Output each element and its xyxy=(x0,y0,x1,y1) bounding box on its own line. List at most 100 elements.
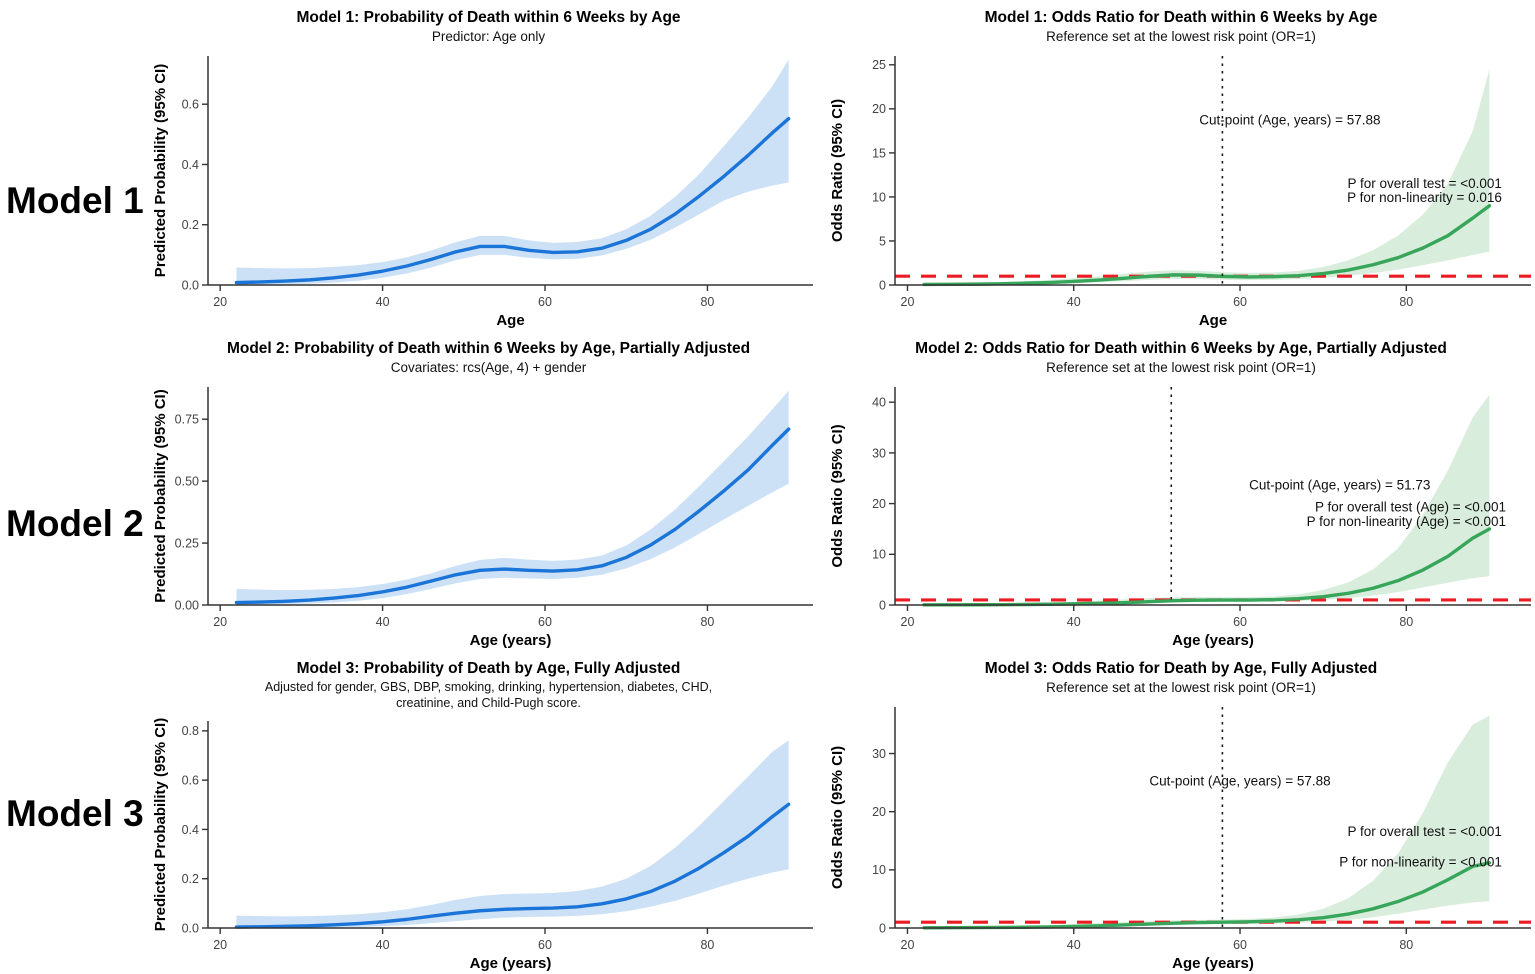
svg-text:15: 15 xyxy=(872,146,886,160)
svg-text:0.4: 0.4 xyxy=(182,158,199,172)
svg-text:Predicted Probability (95% CI): Predicted Probability (95% CI) xyxy=(152,718,169,931)
svg-text:0.0: 0.0 xyxy=(182,278,199,292)
svg-text:P for overall test = <0.001: P for overall test = <0.001 xyxy=(1348,824,1502,839)
chart-model1-probability: Model 1: Probability of Death within 6 W… xyxy=(150,0,827,331)
svg-text:80: 80 xyxy=(700,615,714,629)
svg-text:60: 60 xyxy=(538,295,552,309)
svg-text:0.2: 0.2 xyxy=(182,872,199,886)
svg-text:0.25: 0.25 xyxy=(175,536,199,550)
svg-text:40: 40 xyxy=(1067,938,1081,952)
svg-text:60: 60 xyxy=(538,615,552,629)
svg-text:Odds Ratio (95% CI): Odds Ratio (95% CI) xyxy=(829,746,846,889)
plot-model2-probability: 20 40 60 80 0.00 0.25 0.50 0.75 Age (years) Predi… xyxy=(152,387,813,649)
svg-text:Age (years): Age (years) xyxy=(470,955,552,972)
svg-text:Age (years): Age (years) xyxy=(1172,632,1254,649)
svg-text:60: 60 xyxy=(538,938,552,952)
svg-text:10: 10 xyxy=(872,548,886,562)
chart-model3-odds-ratio: Model 3: Odds Ratio for Death by Age, Fu… xyxy=(827,651,1535,974)
svg-text:Cut-point (Age, years) = 57.88: Cut-point (Age, years) = 57.88 xyxy=(1149,774,1330,789)
svg-text:P for non-linearity = <0.001: P for non-linearity = <0.001 xyxy=(1339,854,1502,869)
svg-text:60: 60 xyxy=(1233,938,1247,952)
svg-text:20: 20 xyxy=(213,295,227,309)
svg-text:20: 20 xyxy=(901,615,915,629)
plot-model3-odds-ratio: 20 40 60 80 0 10 20 30 Age (years) Odds Ratio (95… xyxy=(829,707,1531,972)
svg-text:Age: Age xyxy=(496,312,524,329)
chart-subtitle: Covariates: rcs(Age, 4) + gender xyxy=(390,360,587,375)
svg-text:40: 40 xyxy=(1067,295,1081,309)
svg-text:0.0: 0.0 xyxy=(182,921,199,935)
row-label-model-3: Model 3 xyxy=(0,651,150,974)
svg-text:Predicted Probability (95% CI): Predicted Probability (95% CI) xyxy=(152,389,169,602)
svg-text:0.6: 0.6 xyxy=(182,774,199,788)
svg-text:P for non-linearity (Age) = <0: P for non-linearity (Age) = <0.001 xyxy=(1307,514,1506,529)
plot-area: 20 40 60 80 0 10 20 30 40 Age (years) Odds Ratio (… xyxy=(827,377,1535,651)
svg-text:40: 40 xyxy=(376,295,390,309)
svg-text:0.50: 0.50 xyxy=(175,475,199,489)
chart-title: Model 2: Probability of Death within 6 W… xyxy=(226,340,751,357)
chart-subtitle: Reference set at the lowest risk point (… xyxy=(1046,680,1316,695)
plot-area: 20 40 60 80 0 10 20 30 Age (years) Odds Ratio (95… xyxy=(827,697,1535,974)
svg-text:Odds Ratio (95% CI): Odds Ratio (95% CI) xyxy=(829,99,846,242)
svg-text:5: 5 xyxy=(879,234,886,248)
chart-subtitle-line2: creatinine, and Child-Pugh score. xyxy=(396,696,581,710)
plot-area: 20 40 60 80 0.0 0.2 0.4 0.6 Age Predicted Probabi… xyxy=(150,46,827,331)
plot-area: 20 40 60 80 0.0 0.2 0.4 0.6 0.8 Age (years) Predic… xyxy=(150,711,827,974)
plot-area: 20 40 60 80 0 5 10 15 20 25 Age Odds Ratio (95% CI)… xyxy=(827,46,1535,331)
chart-subtitle: Reference set at the lowest risk point (… xyxy=(1046,29,1316,44)
row-label-text: Model 2 xyxy=(6,503,144,544)
svg-text:80: 80 xyxy=(1399,615,1413,629)
svg-text:60: 60 xyxy=(1233,615,1247,629)
svg-text:Predicted Probability (95% CI): Predicted Probability (95% CI) xyxy=(152,64,169,277)
svg-text:0: 0 xyxy=(879,921,886,935)
svg-text:40: 40 xyxy=(872,396,886,410)
chart-title: Model 3: Odds Ratio for Death by Age, Fu… xyxy=(984,660,1378,677)
row-label-text: Model 1 xyxy=(6,180,144,221)
svg-text:Age (years): Age (years) xyxy=(470,632,552,649)
svg-text:0.2: 0.2 xyxy=(182,218,199,232)
svg-text:P for non-linearity = 0.016: P for non-linearity = 0.016 xyxy=(1347,190,1502,205)
svg-text:0.6: 0.6 xyxy=(182,98,199,112)
chart-model2-odds-ratio: Model 2: Odds Ratio for Death within 6 W… xyxy=(827,331,1535,651)
row-label-text: Model 3 xyxy=(6,793,144,834)
svg-text:60: 60 xyxy=(1233,295,1247,309)
svg-text:0: 0 xyxy=(879,278,886,292)
svg-text:30: 30 xyxy=(872,446,886,460)
svg-text:40: 40 xyxy=(376,938,390,952)
svg-text:0: 0 xyxy=(879,598,886,612)
svg-text:10: 10 xyxy=(872,190,886,204)
svg-text:0.75: 0.75 xyxy=(175,413,199,427)
svg-text:30: 30 xyxy=(872,747,886,761)
svg-text:0.4: 0.4 xyxy=(182,823,199,837)
svg-text:Odds Ratio (95% CI): Odds Ratio (95% CI) xyxy=(829,424,846,567)
plot-model2-odds-ratio: 20 40 60 80 0 10 20 30 40 Age (years) Odds Ratio (… xyxy=(829,387,1531,649)
svg-text:P for overall test (Age) = <0.: P for overall test (Age) = <0.001 xyxy=(1315,500,1506,515)
svg-text:20: 20 xyxy=(213,615,227,629)
svg-text:40: 40 xyxy=(376,615,390,629)
plot-model1-probability: 20 40 60 80 0.0 0.2 0.4 0.6 Age Predicted Probabi… xyxy=(152,56,813,329)
svg-text:20: 20 xyxy=(872,102,886,116)
svg-text:20: 20 xyxy=(872,805,886,819)
row-label-model-2: Model 2 xyxy=(0,331,150,651)
svg-text:20: 20 xyxy=(901,938,915,952)
svg-text:20: 20 xyxy=(872,497,886,511)
chart-title: Model 1: Probability of Death within 6 W… xyxy=(296,9,681,26)
svg-text:10: 10 xyxy=(872,863,886,877)
svg-text:P for overall test = <0.001: P for overall test = <0.001 xyxy=(1348,176,1502,191)
svg-text:40: 40 xyxy=(1067,615,1081,629)
plot-area: 20 40 60 80 0.00 0.25 0.50 0.75 Age (years) Predi… xyxy=(150,377,827,651)
svg-text:Cut-point (Age, years) = 57.88: Cut-point (Age, years) = 57.88 xyxy=(1199,113,1380,128)
chart-subtitle: Reference set at the lowest risk point (… xyxy=(1046,360,1316,375)
chart-title: Model 1: Odds Ratio for Death within 6 W… xyxy=(984,9,1378,26)
svg-text:0.8: 0.8 xyxy=(182,724,199,738)
chart-subtitle: Adjusted for gender, GBS, DBP, smoking, … xyxy=(264,680,713,694)
row-label-model-1: Model 1 xyxy=(0,0,150,331)
svg-text:25: 25 xyxy=(872,58,886,72)
svg-text:80: 80 xyxy=(700,295,714,309)
chart-model3-probability: Model 3: Probability of Death by Age, Fu… xyxy=(150,651,827,974)
svg-text:Cut-point (Age, years) = 51.73: Cut-point (Age, years) = 51.73 xyxy=(1249,477,1430,492)
svg-text:80: 80 xyxy=(1399,295,1413,309)
svg-text:20: 20 xyxy=(901,295,915,309)
chart-title: Model 3: Probability of Death by Age, Fu… xyxy=(296,660,681,677)
plot-model3-probability: 20 40 60 80 0.0 0.2 0.4 0.6 0.8 Age (years) Predic… xyxy=(152,718,813,972)
